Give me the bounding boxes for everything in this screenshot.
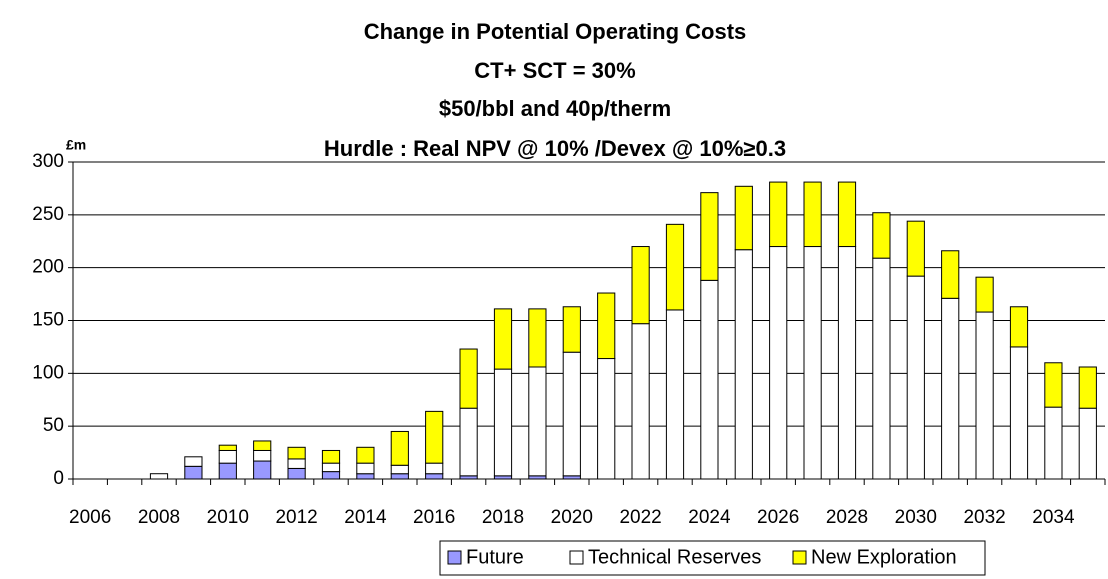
bar-segment <box>906 220 925 277</box>
bar-segment <box>425 473 444 480</box>
bar-segment <box>562 351 581 477</box>
bar-segment <box>665 223 685 311</box>
bar-segment <box>872 212 891 259</box>
chart-title: Change in Potential Operating Costs <box>364 19 747 44</box>
legend-label: New Exploration <box>811 546 957 568</box>
bar-segment <box>562 306 581 353</box>
chart-title: CT+ SCT = 30% <box>474 58 635 83</box>
x-tick-label: 2020 <box>551 507 593 528</box>
x-tick-label: 2026 <box>757 507 799 528</box>
bar-segment <box>253 440 272 451</box>
x-tick-label: 2008 <box>138 507 180 528</box>
legend-label: Technical Reserves <box>588 546 761 568</box>
bar-segment <box>149 473 169 480</box>
bar-segment <box>975 311 994 480</box>
bar-segment <box>941 250 960 299</box>
bar-segment <box>734 185 753 251</box>
y-tick-label: 200 <box>32 257 64 278</box>
bar-segment <box>356 446 375 464</box>
bar-segment <box>941 297 960 480</box>
x-tick-label: 2032 <box>963 507 1005 528</box>
legend-swatch <box>447 550 462 565</box>
y-tick-label: 0 <box>53 468 64 489</box>
bar-segment <box>872 257 891 480</box>
bar-segment <box>1044 362 1063 408</box>
bar-segment <box>218 462 237 480</box>
bar-segment <box>493 308 513 370</box>
bar-segment <box>1078 407 1097 480</box>
bar-segment <box>390 430 409 466</box>
bar-segment <box>218 449 237 464</box>
bar-segment <box>321 471 341 480</box>
bar-segment <box>287 446 306 460</box>
bar-segment <box>425 462 444 475</box>
y-tick-label: 100 <box>32 362 64 383</box>
bar-segment <box>975 276 994 313</box>
y-tick-label: 50 <box>43 415 64 436</box>
bar-segment <box>184 456 203 467</box>
bar-segment <box>1009 306 1029 348</box>
y-tick-label: 300 <box>32 151 64 172</box>
bar-segment <box>425 410 444 464</box>
bar-segment <box>459 348 478 409</box>
bar-segment <box>528 308 547 368</box>
bar-segment <box>665 309 685 480</box>
y-tick-label: 150 <box>32 310 64 331</box>
legend-box <box>439 540 986 576</box>
y-tick-label: 250 <box>32 204 64 225</box>
bar-segment <box>218 444 237 451</box>
legend-swatch <box>792 550 807 565</box>
bar-segment <box>803 181 822 248</box>
bar-segment <box>631 323 650 480</box>
chart-title: Hurdle : Real NPV @ 10% /Devex @ 10%≥0.3 <box>324 136 786 161</box>
bar-segment <box>597 292 616 360</box>
x-tick-label: 2022 <box>619 507 661 528</box>
legend-swatch <box>569 550 584 565</box>
bar-segment <box>528 366 547 477</box>
bar-segment <box>769 181 788 248</box>
bar-segment <box>253 449 272 462</box>
bar-segment <box>390 464 409 475</box>
bar-segment <box>390 473 409 480</box>
x-tick-label: 2034 <box>1032 507 1075 528</box>
x-tick-label: 2024 <box>688 507 731 528</box>
bar-segment <box>837 181 857 248</box>
bar-segment <box>837 246 857 480</box>
bar-segment <box>321 462 341 473</box>
x-tick-label: 2010 <box>207 507 249 528</box>
bar-segment <box>184 465 203 480</box>
bar-segment <box>459 407 478 477</box>
bar-segment <box>356 473 375 480</box>
x-tick-label: 2030 <box>895 507 937 528</box>
bar-segment <box>1009 346 1029 480</box>
bar-segment <box>803 246 822 480</box>
bar-segment <box>1044 406 1063 480</box>
y-axis-unit: £m <box>66 137 86 153</box>
x-tick-label: 2016 <box>413 507 455 528</box>
x-tick-label: 2006 <box>69 507 111 528</box>
bar-segment <box>700 192 719 281</box>
bar-segment <box>769 246 788 480</box>
bar-segment <box>287 467 306 480</box>
x-tick-label: 2014 <box>344 507 387 528</box>
legend-label: Future <box>466 546 524 568</box>
x-tick-label: 2028 <box>826 507 868 528</box>
bar-segment <box>287 458 306 469</box>
chart-title: $50/bbl and 40p/therm <box>439 96 671 121</box>
bar-segment <box>734 249 753 480</box>
bar-segment <box>700 279 719 480</box>
bar-segment <box>906 275 925 480</box>
bar-segment <box>631 246 650 325</box>
bar-segment <box>597 358 616 480</box>
bar-segment <box>321 449 341 464</box>
bar-segment <box>253 460 272 480</box>
x-tick-label: 2012 <box>275 507 317 528</box>
bar-segment <box>356 462 375 475</box>
x-tick-label: 2018 <box>482 507 524 528</box>
bar-segment <box>493 368 513 477</box>
bar-segment <box>1078 366 1097 409</box>
